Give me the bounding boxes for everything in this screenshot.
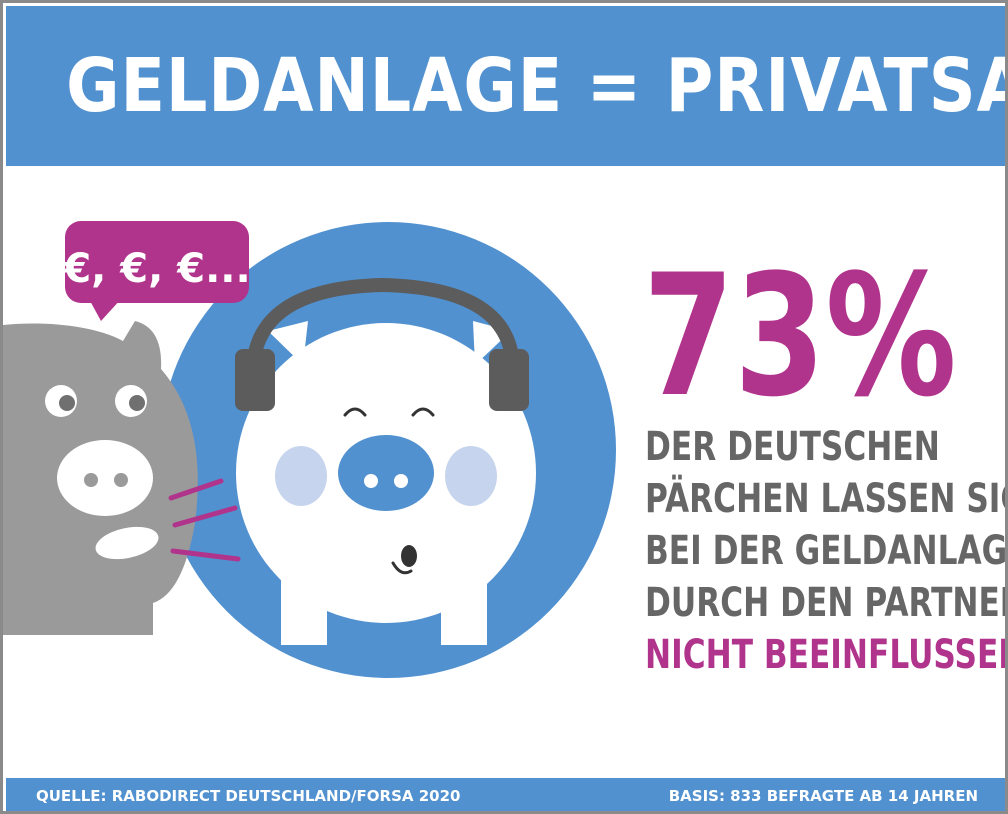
desc-line-5: NICHT BEEINFLUSSEN. xyxy=(645,629,1005,681)
page-title: GELDANLAGE = PRIVATSACHE xyxy=(66,43,1005,129)
desc-line-2: PÄRCHEN LASSEN SICH xyxy=(645,476,1005,522)
speech-bubble-icon xyxy=(65,221,249,321)
desc-highlight: NICHT BEEINFLUSSEN xyxy=(645,632,1008,678)
illustration: €, €, €... xyxy=(3,221,616,678)
piggy-bank-with-headphones-icon xyxy=(235,277,536,645)
desc-line-1: DER DEUTSCHEN xyxy=(645,424,940,470)
footer-bar: QUELLE: RABODIRECT DEUTSCHLAND/FORSA 202… xyxy=(6,778,1005,811)
gray-pig-icon xyxy=(3,321,198,635)
source-note: QUELLE: RABODIRECT DEUTSCHLAND/FORSA 202… xyxy=(36,787,461,805)
stat-description: DER DEUTSCHEN PÄRCHEN LASSEN SICH BEI DE… xyxy=(645,421,1008,681)
desc-line-3: BEI DER GELDANLAGE xyxy=(645,528,1008,574)
speech-bubble-text: €, €, €... xyxy=(62,246,250,292)
title-banner: GELDANLAGE = PRIVATSACHE xyxy=(6,6,1005,166)
desc-line-4: DURCH DEN PARTNER xyxy=(645,580,1008,626)
stat-percentage: 73% xyxy=(643,238,957,434)
basis-note: BASIS: 833 BEFRAGTE AB 14 JAHREN xyxy=(668,787,978,805)
sound-lines-icon xyxy=(168,478,241,562)
